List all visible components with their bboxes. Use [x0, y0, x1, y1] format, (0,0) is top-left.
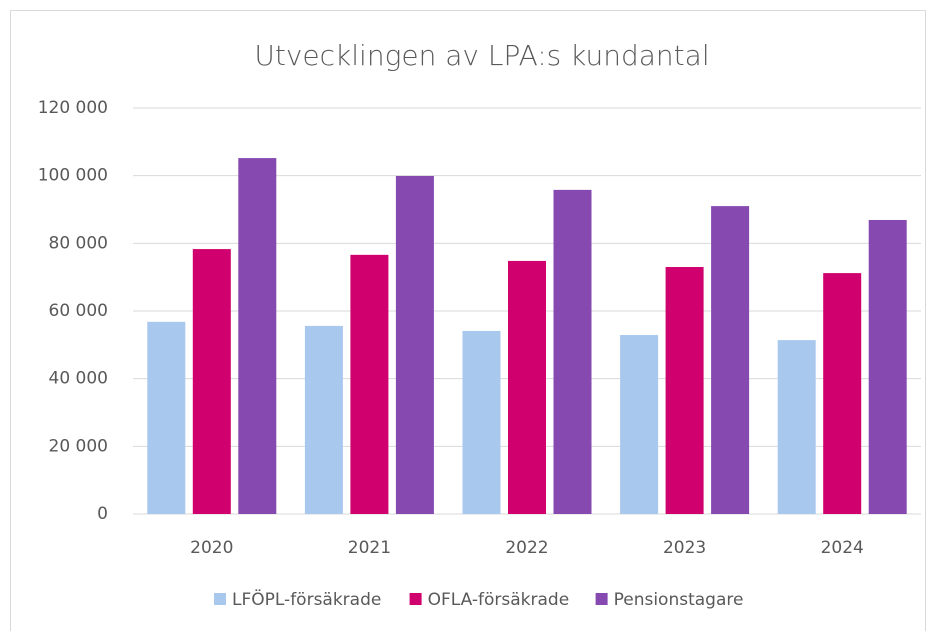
- bar: [304, 325, 343, 514]
- y-tick-label: 100 000: [38, 166, 108, 186]
- x-tick-label: 2024: [821, 538, 864, 558]
- legend-swatch: [409, 593, 422, 605]
- legend-swatch: [214, 593, 226, 605]
- bar: [711, 206, 750, 514]
- legend-swatch: [595, 593, 608, 605]
- chart-title: Utvecklingen av LPA:s kundantal: [254, 39, 709, 72]
- legend-label: OFLA-försäkrade: [428, 590, 570, 610]
- x-tick-label: 2020: [190, 538, 233, 558]
- bar: [868, 219, 907, 514]
- bar: [620, 335, 659, 514]
- y-tick-label: 40 000: [49, 369, 108, 389]
- legend-label: Pensionstagare: [614, 590, 744, 610]
- chart-border: [10, 10, 926, 631]
- bar: [350, 254, 389, 514]
- legend-label: LFÖPL-försäkrade: [232, 588, 381, 610]
- bar: [508, 260, 546, 514]
- x-tick-label: 2023: [663, 538, 706, 558]
- bar: [777, 340, 816, 514]
- y-tick-label: 60 000: [49, 301, 108, 321]
- bar: [238, 158, 277, 514]
- y-tick-label: 20 000: [49, 436, 108, 456]
- bar: [462, 330, 501, 514]
- y-tick-label: 120 000: [38, 98, 108, 118]
- x-tick-label: 2021: [348, 538, 391, 558]
- bar: [823, 273, 862, 514]
- bar: [192, 249, 231, 514]
- bar: [665, 267, 704, 514]
- bar: [553, 189, 592, 515]
- x-tick-label: 2022: [505, 538, 548, 558]
- y-tick-label: 0: [97, 504, 108, 524]
- bar: [395, 176, 434, 514]
- y-tick-label: 80 000: [49, 233, 108, 253]
- bar: [147, 321, 186, 514]
